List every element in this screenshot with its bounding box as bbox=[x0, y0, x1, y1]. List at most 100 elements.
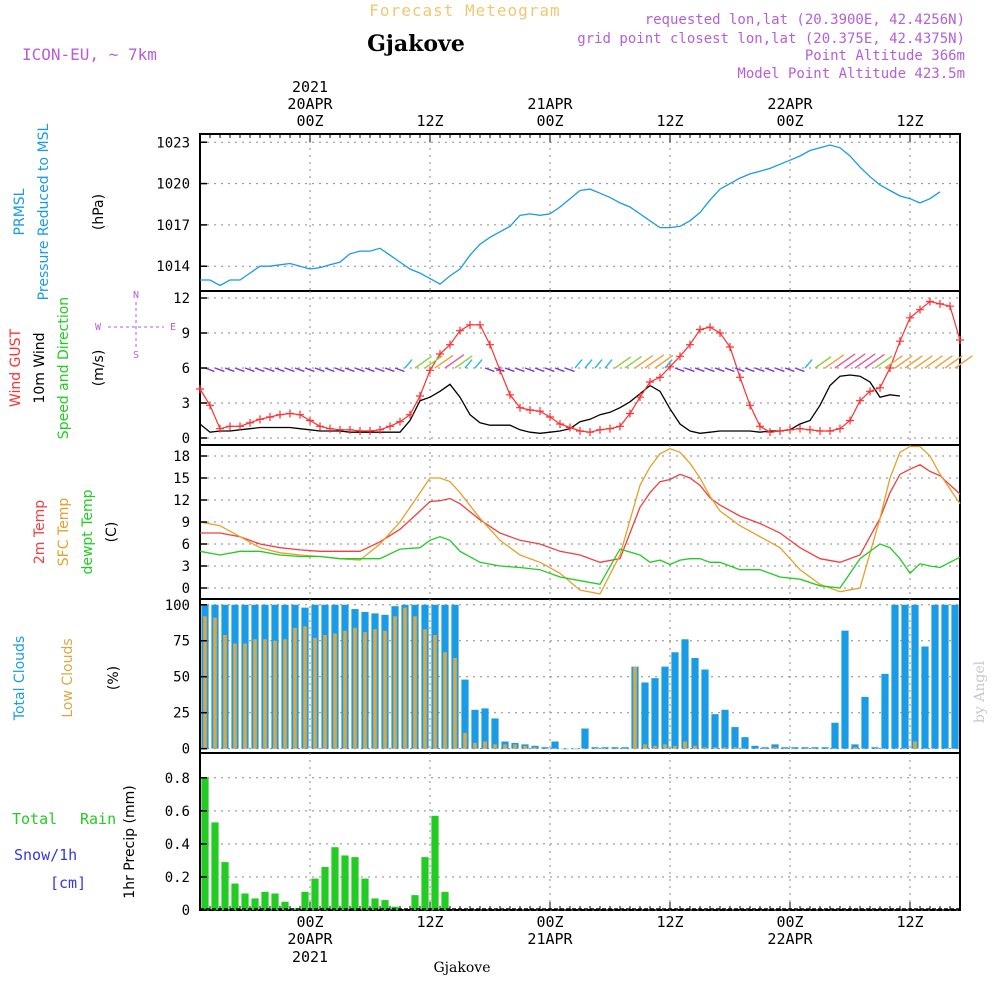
wind-direction-arrow bbox=[614, 356, 632, 369]
total-cloud-bar bbox=[491, 718, 499, 749]
y-tick-label: 50 bbox=[173, 670, 190, 686]
wind-direction-arrow bbox=[244, 367, 255, 373]
rain-bar bbox=[421, 857, 429, 910]
low-cloud-bar bbox=[453, 658, 457, 749]
gust-marker bbox=[456, 326, 464, 335]
grid-layer bbox=[200, 134, 960, 911]
wind-direction-arrow bbox=[254, 367, 265, 373]
y-tick-label: 0.6 bbox=[165, 804, 190, 820]
top-time-hour: 00Z bbox=[536, 112, 563, 130]
gust-marker bbox=[846, 416, 854, 425]
header-point-altitude: Point Altitude 366m bbox=[805, 48, 965, 64]
wind-direction-arrow bbox=[684, 367, 695, 373]
wind-direction-arrow bbox=[424, 355, 443, 369]
y-tick-label: 12 bbox=[173, 493, 190, 509]
clouds-unit: (%) bbox=[106, 666, 122, 690]
rain-bar bbox=[311, 878, 319, 910]
total-cloud-bar bbox=[571, 748, 579, 750]
wind-direction-arrow bbox=[374, 367, 385, 373]
gust-marker bbox=[666, 362, 674, 371]
top-time-hour: 12Z bbox=[416, 112, 443, 130]
wind-direction-arrow bbox=[584, 359, 593, 369]
low-cloud-bar bbox=[333, 633, 337, 749]
gust-marker bbox=[486, 340, 494, 349]
low-cloud-bar bbox=[243, 643, 247, 749]
wind-direction-arrow bbox=[654, 354, 674, 369]
total-cloud-bar bbox=[861, 696, 869, 749]
low-cloud-bar bbox=[383, 630, 387, 749]
total-cloud-bar bbox=[621, 747, 629, 749]
total-cloud-bar bbox=[611, 747, 619, 749]
total-cloud-bar bbox=[561, 748, 569, 750]
wind-direction-arrow bbox=[504, 367, 515, 373]
gust-marker bbox=[586, 428, 594, 437]
rain-bar bbox=[351, 857, 359, 910]
bottom-time-date: 22APR bbox=[767, 930, 813, 948]
total-cloud-bar bbox=[751, 745, 759, 749]
low-cloud-bar bbox=[433, 634, 437, 749]
top-time-date: 20APR bbox=[287, 95, 333, 113]
gust-marker bbox=[796, 424, 804, 433]
gust-marker bbox=[656, 373, 664, 382]
gust-marker bbox=[446, 340, 454, 349]
pressure-unit: (hPa) bbox=[91, 194, 107, 230]
wind-direction-arrow bbox=[944, 355, 963, 369]
wind-direction-arrow bbox=[744, 367, 755, 373]
gust-marker bbox=[386, 422, 394, 431]
bottom-time-date: 20APR bbox=[287, 930, 333, 948]
wind-direction-arrow bbox=[414, 355, 433, 369]
low-cloud-bar bbox=[463, 732, 467, 749]
y-tick-label: 12 bbox=[173, 291, 190, 307]
y-tick-label: 1023 bbox=[156, 135, 190, 151]
gust-marker bbox=[516, 403, 524, 412]
rain-bar bbox=[231, 883, 239, 910]
wind-direction-arrow bbox=[804, 359, 813, 369]
y-tick-label: 0.8 bbox=[165, 771, 190, 787]
gust-marker bbox=[826, 427, 834, 435]
y-tick-label: 100 bbox=[165, 598, 190, 614]
gust-marker bbox=[706, 323, 714, 332]
gust-marker bbox=[236, 422, 244, 431]
low-cloud-bar bbox=[423, 629, 427, 749]
wind-direction-arrow bbox=[264, 367, 275, 373]
compass-east: E bbox=[170, 322, 176, 333]
low-cloud-bar bbox=[293, 627, 297, 749]
low-cloud-bar bbox=[723, 747, 727, 749]
wind-direction-arrow bbox=[474, 359, 483, 369]
low-cloud-bar bbox=[233, 643, 237, 749]
snow-label: Snow/1h bbox=[14, 846, 77, 864]
total-cloud-bar bbox=[461, 679, 469, 749]
low-cloud-bar bbox=[373, 629, 377, 749]
top-time-year: 2021 bbox=[292, 78, 328, 96]
gust-marker bbox=[286, 409, 294, 418]
wind-direction-arrow bbox=[334, 367, 345, 373]
y-tick-label: 1014 bbox=[156, 259, 190, 275]
total-cloud-bar bbox=[711, 714, 719, 749]
y-tick-label: 0.2 bbox=[165, 870, 190, 886]
rain-bar bbox=[431, 815, 439, 910]
wind-direction-arrow bbox=[844, 353, 866, 369]
low-cloud-bar bbox=[503, 744, 507, 749]
total-cloud-bar bbox=[471, 709, 479, 749]
rain-bar bbox=[381, 900, 389, 910]
low-cloud-bar bbox=[273, 640, 277, 749]
gust-marker bbox=[316, 422, 324, 431]
total-cloud-bar bbox=[841, 630, 849, 749]
bottom-time-hour: 00Z bbox=[536, 913, 563, 931]
compass-south: S bbox=[133, 350, 139, 361]
low-cloud-bar bbox=[223, 634, 227, 749]
gust-marker bbox=[476, 320, 484, 329]
rain-bar bbox=[371, 898, 379, 910]
gust-marker bbox=[616, 422, 624, 431]
wind-direction-arrow bbox=[294, 367, 305, 373]
total-cloud-bar bbox=[801, 747, 809, 749]
wind-direction-arrow bbox=[954, 355, 973, 369]
wind-direction-arrow bbox=[404, 359, 413, 369]
wind-direction-arrow bbox=[754, 367, 765, 373]
wind-direction-arrow bbox=[664, 359, 673, 369]
pressure-panel bbox=[199, 133, 961, 292]
footer-location: Gjakove bbox=[434, 960, 491, 976]
header-model: ICON-EU, ~ 7km bbox=[22, 45, 157, 64]
wind-direction-arrow bbox=[864, 353, 885, 369]
gust-marker bbox=[676, 352, 684, 361]
